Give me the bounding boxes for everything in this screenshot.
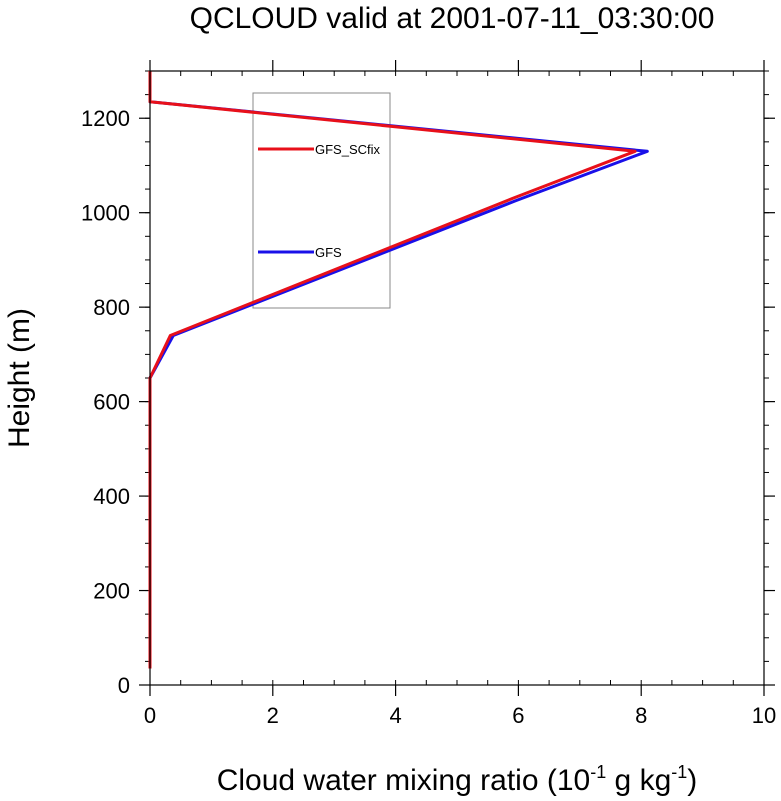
tick-labels: 0 2 4 6 8 10 0 200 400 600 800 1000 1200: [81, 106, 776, 728]
x-tick-label: 6: [512, 703, 524, 728]
legend: GFS_SCfix GFS: [252, 92, 391, 309]
y-tick-label: 600: [93, 390, 130, 415]
legend-box: [252, 92, 391, 309]
y-tick-label: 1000: [81, 201, 130, 226]
series-lines: [148, 71, 649, 669]
y-tick-label: 1200: [81, 106, 130, 131]
series-line: [148, 71, 637, 669]
y-tick-label: 0: [118, 673, 130, 698]
major-ticks: [139, 60, 775, 696]
x-axis-label-exp1: -1: [590, 762, 606, 782]
x-tick-label: 0: [144, 703, 156, 728]
legend-label: GFS: [315, 245, 342, 260]
y-tick-label: 800: [93, 295, 130, 320]
x-axis-label-prefix: Cloud water mixing ratio (10: [217, 764, 591, 797]
x-tick-label: 4: [389, 703, 401, 728]
x-tick-label: 8: [635, 703, 647, 728]
x-tick-label: 2: [267, 703, 279, 728]
minor-ticks: [145, 70, 769, 686]
x-axis-label-exp2: -1: [671, 762, 687, 782]
x-axis-label-suffix: ): [687, 764, 697, 797]
series-line: [148, 71, 649, 669]
x-axis-label-middle: g kg: [606, 764, 671, 797]
chart-title: QCLOUD valid at 2001-07-11_03:30:00: [190, 2, 715, 35]
x-tick-label: 10: [752, 703, 776, 728]
y-tick-label: 200: [93, 579, 130, 604]
y-axis-label: Height (m): [3, 308, 36, 448]
y-tick-label: 400: [93, 484, 130, 509]
plot-frame: [149, 70, 765, 686]
legend-label: GFS_SCfix: [315, 142, 381, 157]
x-axis-label: Cloud water mixing ratio (10-1 g kg-1): [217, 762, 698, 797]
